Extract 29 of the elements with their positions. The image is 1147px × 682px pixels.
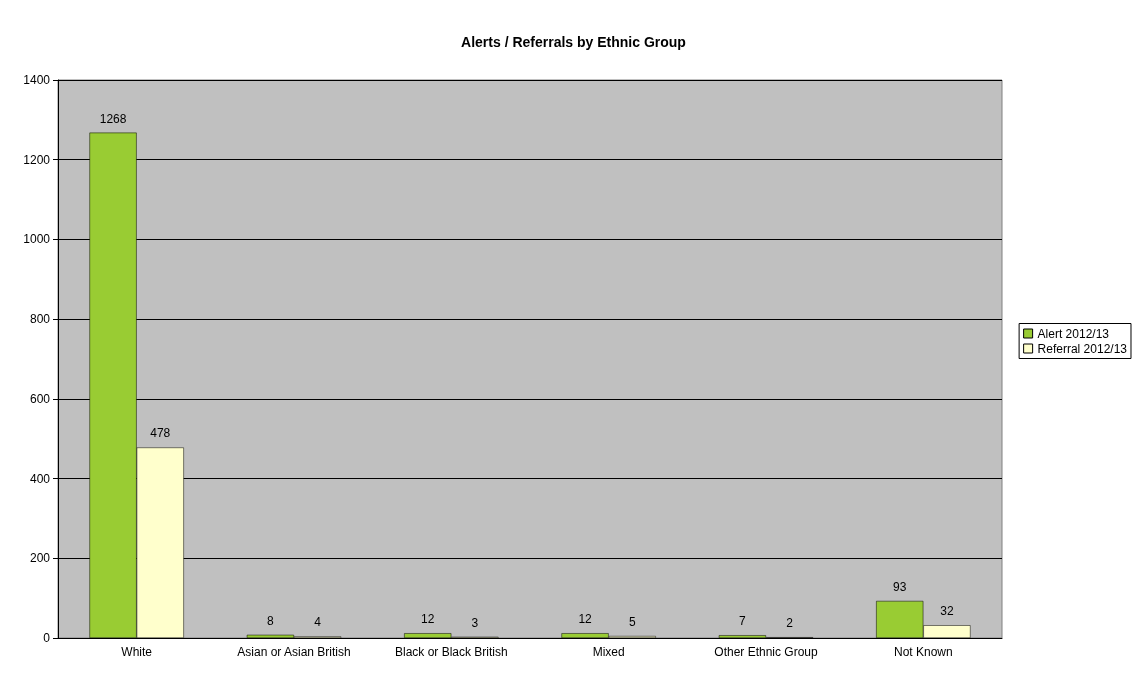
- data-label: 12: [421, 612, 435, 627]
- data-label: 2: [786, 616, 794, 631]
- x-tick-label: Other Ethnic Group: [714, 645, 819, 659]
- data-label: 93: [893, 579, 907, 594]
- x-tick-label: Not Known: [893, 645, 953, 659]
- y-tick-label: 1200: [23, 152, 51, 167]
- chart-title: Alerts / Referrals by Ethnic Group: [461, 34, 686, 50]
- data-label: 32: [940, 604, 954, 619]
- x-tick-label: Black or Black British: [394, 645, 508, 659]
- x-tick-label: Mixed: [592, 645, 625, 659]
- x-tick-label: White: [121, 645, 153, 659]
- data-label: 8: [267, 613, 275, 628]
- data-label: 4: [314, 615, 322, 630]
- data-label: 7: [739, 614, 747, 629]
- legend-label: Referral 2012/13: [1037, 341, 1128, 356]
- y-tick-label: 1400: [23, 73, 51, 87]
- y-tick-label: 800: [29, 312, 51, 327]
- x-tick-label: Asian or Asian British: [237, 645, 351, 659]
- data-label: 3: [471, 615, 479, 630]
- y-tick-label: 400: [29, 471, 51, 486]
- data-label: 12: [578, 612, 593, 627]
- y-tick-label: 1000: [23, 232, 51, 247]
- data-label: 1268: [99, 111, 127, 126]
- y-tick-label: 200: [29, 551, 51, 566]
- data-label: 5: [628, 615, 636, 630]
- y-tick-label: 0: [43, 631, 51, 645]
- legend-label: Alert 2012/13: [1037, 326, 1110, 341]
- data-label: 478: [150, 426, 171, 441]
- y-tick-label: 600: [29, 391, 51, 406]
